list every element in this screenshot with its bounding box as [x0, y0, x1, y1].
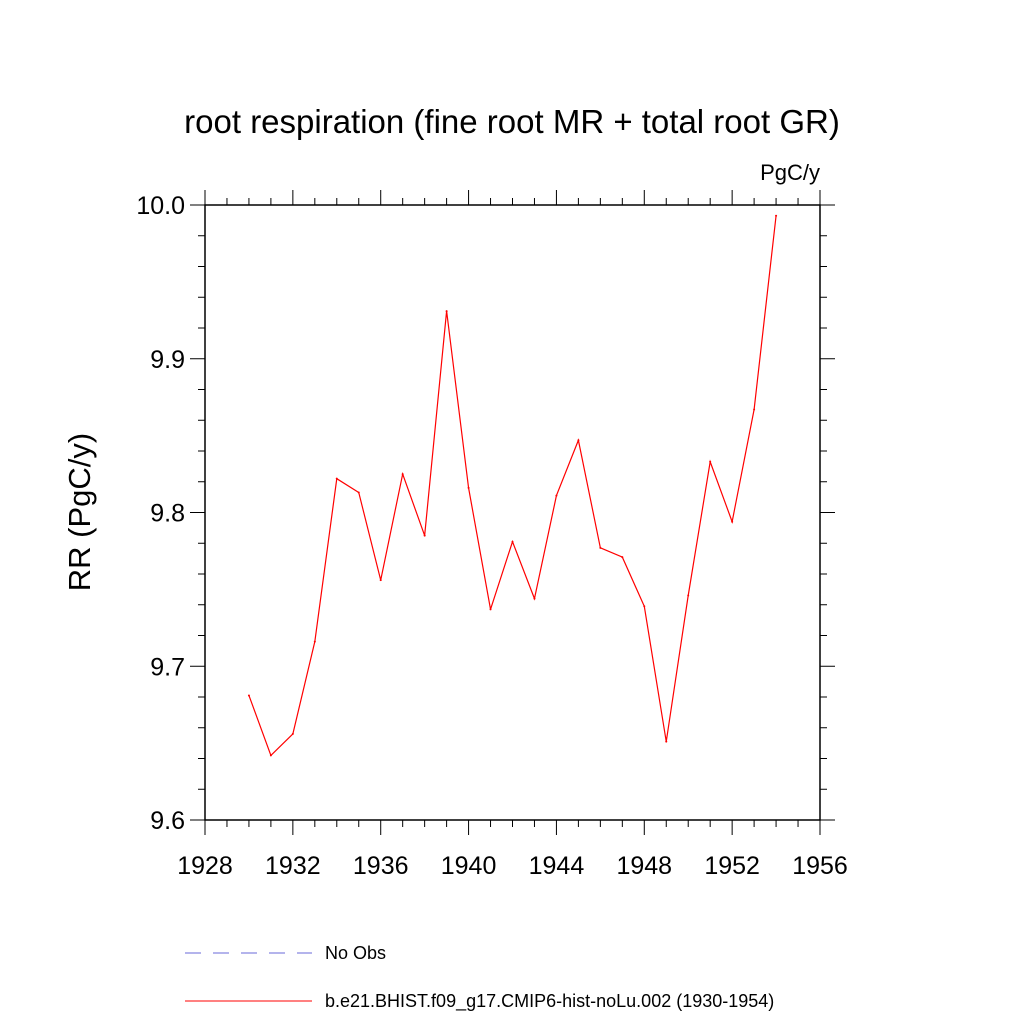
data-point: [313, 640, 316, 643]
plot-frame: [204, 204, 821, 821]
data-point: [335, 477, 338, 480]
data-point: [445, 310, 448, 313]
data-point: [467, 486, 470, 489]
chart-title: root respiration (fine root MR + total r…: [184, 103, 840, 140]
y-tick-label: 9.7: [150, 653, 185, 681]
data-point: [247, 694, 250, 697]
data-point: [599, 546, 602, 549]
x-tick-label: 1944: [529, 852, 585, 880]
units-label: PgC/y: [760, 160, 820, 185]
data-point: [555, 494, 558, 497]
y-tick-label: 10.0: [136, 192, 185, 220]
x-tick-label: 1948: [616, 852, 672, 880]
tick-labels: 1928 1932 1936 1940 1944 1948 1952 1956 9.6 9.7 9.…: [136, 192, 847, 880]
y-tick-label: 9.9: [150, 346, 185, 374]
data-point: [577, 439, 580, 442]
data-point: [291, 732, 294, 735]
data-point: [379, 579, 382, 582]
series-lines: [247, 214, 778, 757]
x-tick-label: 1956: [792, 852, 848, 880]
data-point: [687, 594, 690, 597]
y-axis-label: RR (PgC/y): [62, 433, 97, 591]
data-point: [269, 754, 272, 757]
data-point: [665, 740, 668, 743]
y-tick-label: 9.6: [150, 807, 185, 835]
data-point: [511, 540, 514, 543]
data-point: [533, 597, 536, 600]
series-line-1: [248, 215, 777, 757]
data-point: [401, 473, 404, 476]
y-tick-label: 9.8: [150, 500, 185, 528]
legend: No Obs b.e21.BHIST.f09_g17.CMIP6-hist-noL…: [185, 943, 774, 1012]
data-point: [709, 460, 712, 463]
data-point: [643, 605, 646, 608]
x-tick-label: 1940: [441, 852, 497, 880]
data-point: [357, 491, 360, 494]
data-point: [775, 214, 778, 217]
data-point: [423, 534, 426, 537]
data-point: [621, 556, 624, 559]
x-tick-label: 1932: [265, 852, 321, 880]
legend-label: b.e21.BHIST.f09_g17.CMIP6-hist-noLu.002 …: [325, 991, 774, 1012]
legend-label: No Obs: [325, 943, 386, 963]
data-point: [731, 520, 734, 523]
x-tick-label: 1936: [353, 852, 409, 880]
data-point: [753, 408, 756, 411]
axis-ticks: [190, 190, 835, 835]
x-tick-label: 1952: [704, 852, 760, 880]
data-point: [489, 608, 492, 611]
x-tick-label: 1928: [177, 852, 233, 880]
